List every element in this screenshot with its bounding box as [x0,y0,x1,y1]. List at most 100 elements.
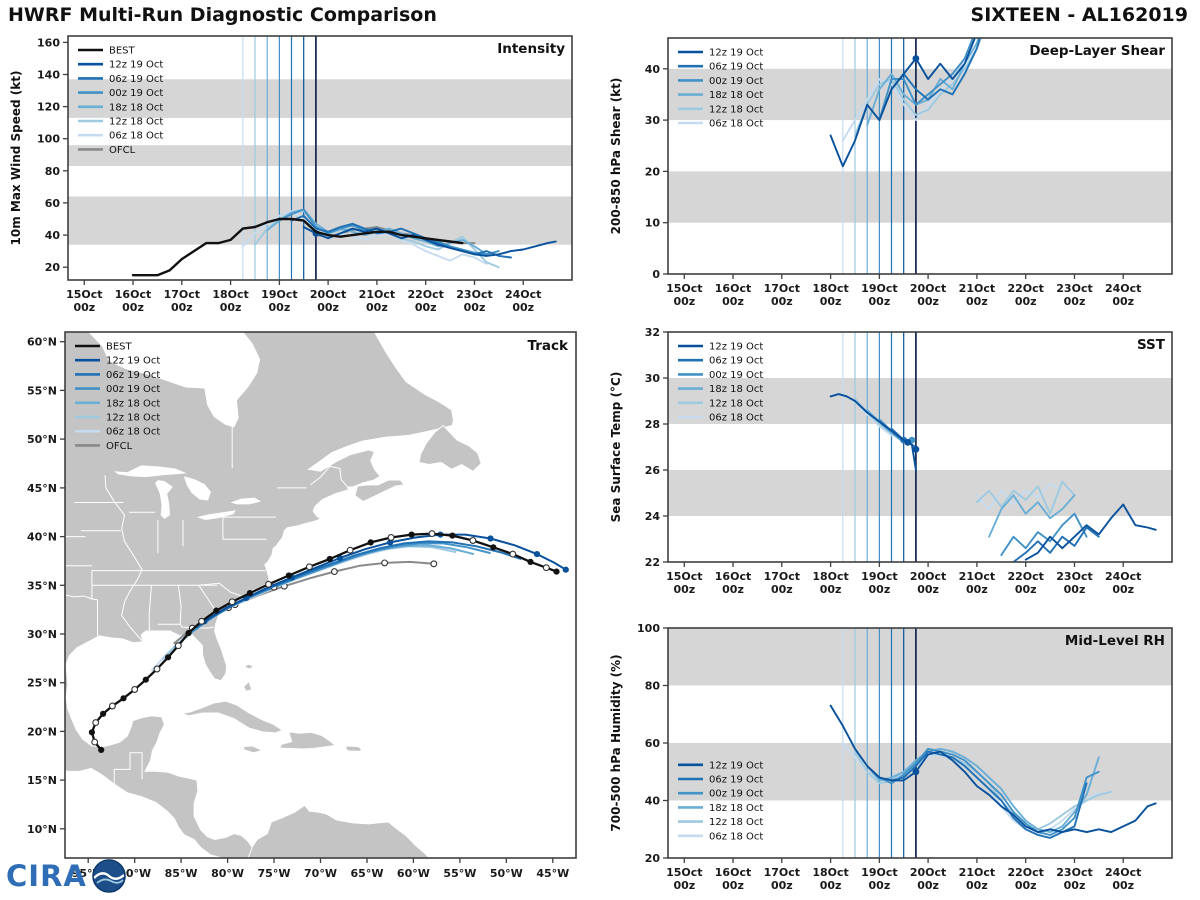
svg-text:17Oct: 17Oct [764,570,800,583]
svg-text:00z: 00z [464,301,486,314]
svg-text:17Oct: 17Oct [764,866,800,879]
svg-text:00z: 00z [722,879,744,892]
svg-text:12z 19 Oct: 12z 19 Oct [709,760,763,771]
sst-chart: 22242628303215Oct00z16Oct00z17Oct00z18Oc… [609,326,1173,596]
cira-logo: CIRA [6,856,129,896]
svg-text:23Oct: 23Oct [1056,866,1092,879]
svg-text:70°W: 70°W [304,867,337,880]
svg-text:00z: 00z [512,301,534,314]
svg-text:24Oct: 24Oct [1105,282,1141,295]
svg-text:22Oct: 22Oct [1007,570,1043,583]
svg-text:25°N: 25°N [27,677,57,690]
page-title: HWRF Multi-Run Diagnostic Comparison [8,4,437,26]
svg-text:06z 19 Oct: 06z 19 Oct [709,775,763,786]
svg-text:00z: 00z [1112,583,1134,596]
svg-text:00z: 00z [1112,295,1134,308]
svg-text:06z 18 Oct: 06z 18 Oct [709,119,763,130]
svg-text:00z 19 Oct: 00z 19 Oct [709,789,763,800]
svg-text:10: 10 [645,217,661,230]
svg-text:00z: 00z [966,295,988,308]
svg-text:20Oct: 20Oct [910,570,946,583]
svg-text:80°W: 80°W [211,867,244,880]
svg-text:45°N: 45°N [27,482,57,495]
svg-text:20: 20 [645,165,661,178]
svg-text:12z 18 Oct: 12z 18 Oct [109,117,163,128]
svg-text:15°N: 15°N [27,774,57,787]
svg-text:21Oct: 21Oct [359,288,395,301]
svg-text:40°N: 40°N [27,531,57,544]
svg-text:19Oct: 19Oct [861,866,897,879]
svg-text:22Oct: 22Oct [1007,282,1043,295]
svg-text:00z: 00z [966,583,988,596]
svg-text:00z: 00z [269,301,291,314]
svg-text:00z: 00z [673,295,695,308]
storm-id-title: SIXTEEN - AL162019 [970,4,1188,26]
svg-text:BEST: BEST [106,342,133,353]
svg-text:00z: 00z [673,879,695,892]
svg-text:21Oct: 21Oct [959,570,995,583]
svg-text:00z: 00z [771,583,793,596]
svg-text:24Oct: 24Oct [505,288,541,301]
svg-text:16Oct: 16Oct [715,866,751,879]
svg-text:30: 30 [645,114,661,127]
svg-text:24Oct: 24Oct [1105,570,1141,583]
svg-text:80: 80 [645,680,661,693]
svg-text:18Oct: 18Oct [812,866,848,879]
svg-text:00z: 00z [171,301,193,314]
svg-text:55°W: 55°W [443,867,476,880]
svg-text:200-850 hPa Shear (kt): 200-850 hPa Shear (kt) [609,78,623,235]
svg-text:12z 19 Oct: 12z 19 Oct [709,342,763,353]
mid-level-rh-chart: 2040608010015Oct00z16Oct00z17Oct00z18Oct… [609,622,1173,892]
svg-text:30: 30 [645,372,661,385]
cira-logo-text: CIRA [6,859,87,893]
svg-text:45°W: 45°W [536,867,569,880]
svg-text:18z 18 Oct: 18z 18 Oct [106,398,160,409]
svg-text:00z: 00z [722,583,744,596]
svg-text:21Oct: 21Oct [959,866,995,879]
svg-text:Intensity: Intensity [497,41,565,57]
svg-text:21Oct: 21Oct [959,282,995,295]
svg-text:20Oct: 20Oct [310,288,346,301]
svg-text:18z 18 Oct: 18z 18 Oct [709,90,763,101]
svg-text:160: 160 [37,36,60,49]
svg-text:00z: 00z [771,879,793,892]
svg-text:10m Max Wind Speed (kt): 10m Max Wind Speed (kt) [9,71,23,246]
svg-text:00z: 00z [122,301,144,314]
svg-text:00z: 00z [220,301,242,314]
svg-text:60°N: 60°N [27,336,57,349]
svg-text:12z 19 Oct: 12z 19 Oct [106,356,160,367]
svg-text:140: 140 [37,69,60,82]
svg-text:15Oct: 15Oct [666,866,702,879]
svg-text:00z: 00z [317,301,339,314]
svg-text:0: 0 [652,268,660,281]
svg-text:06z 19 Oct: 06z 19 Oct [709,62,763,73]
svg-text:20°N: 20°N [27,725,57,738]
svg-text:00z: 00z [1015,583,1037,596]
svg-text:23Oct: 23Oct [456,288,492,301]
svg-text:35°N: 35°N [27,579,57,592]
svg-text:00z: 00z [917,583,939,596]
svg-text:06z 19 Oct: 06z 19 Oct [106,370,160,381]
svg-text:00z 19 Oct: 00z 19 Oct [709,370,763,381]
svg-text:BEST: BEST [109,46,136,57]
svg-text:00z: 00z [1064,295,1086,308]
svg-text:90°W: 90°W [118,867,151,880]
svg-text:00z: 00z [917,295,939,308]
svg-text:12z 18 Oct: 12z 18 Oct [709,817,763,828]
track-map-chart: 10°N 15°N 20°N 25°N 30°N 35°N 40°N 45°N 50°N 55°N… [27,331,577,880]
svg-text:00z: 00z [771,295,793,308]
svg-text:18Oct: 18Oct [212,288,248,301]
svg-text:20Oct: 20Oct [910,866,946,879]
svg-text:23Oct: 23Oct [1056,282,1092,295]
svg-text:50°W: 50°W [490,867,523,880]
svg-text:00z: 00z [1015,879,1037,892]
svg-text:16Oct: 16Oct [715,282,751,295]
svg-text:18Oct: 18Oct [812,282,848,295]
svg-text:00z: 00z [722,295,744,308]
svg-text:18Oct: 18Oct [812,570,848,583]
svg-text:28: 28 [645,418,660,431]
svg-text:17Oct: 17Oct [164,288,200,301]
svg-text:06z 18 Oct: 06z 18 Oct [709,413,763,424]
svg-text:30°N: 30°N [27,628,57,641]
svg-text:19Oct: 19Oct [261,288,297,301]
